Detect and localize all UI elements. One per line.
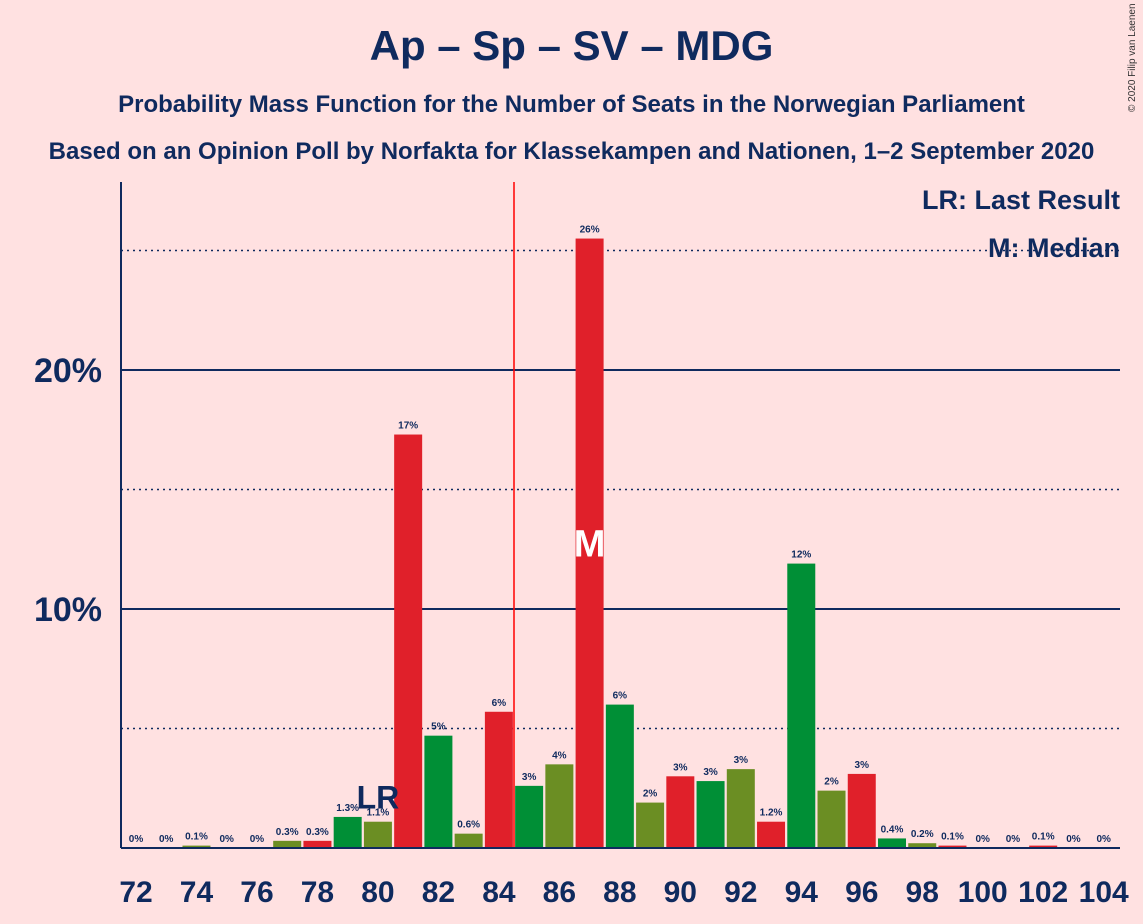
bar-seat-91 (696, 781, 725, 848)
bar-label-seat-97: 0.4% (881, 824, 904, 835)
x-tick-label: 82 (422, 876, 455, 909)
median-marker: M (574, 523, 606, 565)
bar-seat-98 (908, 843, 937, 848)
bar-label-seat-96: 3% (855, 760, 870, 771)
x-tick-label: 88 (603, 876, 636, 909)
bar-seat-77 (273, 840, 302, 848)
bar-seat-99 (938, 845, 967, 848)
chart-subtitle: Probability Mass Function for the Number… (118, 91, 1025, 118)
bar-label-seat-72: 0% (129, 834, 144, 845)
bar-label-seat-92: 3% (734, 755, 749, 766)
x-tick-label: 76 (240, 876, 273, 909)
bar-label-seat-74: 0.1% (185, 832, 208, 843)
y-tick-label: 20% (34, 352, 102, 390)
bar-seat-79 (333, 816, 362, 848)
bar-label-seat-103: 0% (1066, 834, 1081, 845)
bar-seat-86 (545, 764, 574, 848)
legend-median: M: Median (988, 233, 1120, 263)
bar-label-seat-93: 1.2% (760, 808, 783, 819)
bar-label-seat-73: 0% (159, 834, 174, 845)
x-tick-label: 80 (361, 876, 394, 909)
x-tick-label: 104 (1079, 876, 1129, 909)
bar-seat-80 (363, 821, 392, 848)
x-tick-label: 98 (906, 876, 939, 909)
bar-seat-81 (394, 434, 423, 848)
x-tick-label: 86 (543, 876, 576, 909)
bar-label-seat-90: 3% (673, 762, 688, 773)
x-tick-label: 78 (301, 876, 334, 909)
bar-seat-97 (878, 838, 906, 848)
bar-seat-93 (757, 821, 786, 848)
x-tick-label: 94 (785, 876, 819, 909)
bar-seat-82 (424, 735, 453, 848)
bar-seat-85 (515, 785, 544, 848)
bar-label-seat-102: 0.1% (1032, 832, 1055, 843)
bar-label-seat-79: 1.3% (336, 803, 359, 814)
bar-seat-83 (454, 833, 483, 848)
bar-label-seat-100: 0% (975, 834, 990, 845)
bar-label-seat-81: 17% (398, 421, 418, 432)
bar-label-seat-87: 26% (580, 225, 600, 236)
bar-label-seat-83: 0.6% (457, 820, 480, 831)
bar-seat-95 (817, 790, 846, 848)
bar-label-seat-95: 2% (824, 777, 839, 788)
chart-title: Ap – Sp – SV – MDG (369, 22, 774, 69)
x-tick-label: 102 (1018, 876, 1068, 909)
bar-label-seat-78: 0.3% (306, 827, 329, 838)
bar-label-seat-84: 6% (492, 698, 507, 709)
bar-label-seat-89: 2% (643, 789, 658, 800)
x-tick-label: 96 (845, 876, 878, 909)
y-tick-label: 10% (34, 591, 102, 629)
bar-seat-92 (726, 769, 755, 848)
x-tick-label: 100 (958, 876, 1008, 909)
bar-label-seat-77: 0.3% (276, 827, 299, 838)
x-tick-label: 84 (482, 876, 516, 909)
last-result-marker: LR (357, 780, 400, 816)
bar-label-seat-80: 1.1% (367, 808, 390, 819)
bar-label-seat-75: 0% (219, 834, 234, 845)
bar-seat-89 (636, 802, 665, 848)
bar-seat-87 (575, 238, 604, 849)
bar-label-seat-99: 0.1% (941, 832, 964, 843)
x-tick-label: 74 (180, 876, 214, 909)
bar-label-seat-85: 3% (522, 772, 537, 783)
bar-label-seat-86: 4% (552, 750, 567, 761)
bar-label-seat-104: 0% (1096, 834, 1111, 845)
bar-label-seat-82: 5% (431, 722, 446, 733)
x-tick-label: 92 (724, 876, 757, 909)
x-tick-label: 90 (664, 876, 697, 909)
bar-seat-78 (303, 840, 332, 848)
bar-seat-84 (484, 711, 513, 848)
bar-label-seat-76: 0% (250, 834, 265, 845)
bar-label-seat-94: 12% (791, 550, 811, 561)
bar-seat-96 (847, 773, 876, 848)
bar-seat-90 (666, 776, 695, 848)
bar-label-seat-88: 6% (613, 691, 628, 702)
bar-label-seat-101: 0% (1006, 834, 1021, 845)
bar-seat-74 (182, 845, 211, 848)
x-tick-label: 72 (119, 876, 152, 909)
bar-seat-88 (605, 704, 634, 848)
bar-seat-102 (1029, 845, 1058, 848)
chart-subtitle-source: Based on an Opinion Poll by Norfakta for… (48, 138, 1095, 165)
legend-last-result: LR: Last Result (921, 185, 1120, 215)
bar-label-seat-91: 3% (703, 767, 718, 778)
bar-label-seat-98: 0.2% (911, 829, 934, 840)
bar-seat-94 (787, 563, 816, 848)
